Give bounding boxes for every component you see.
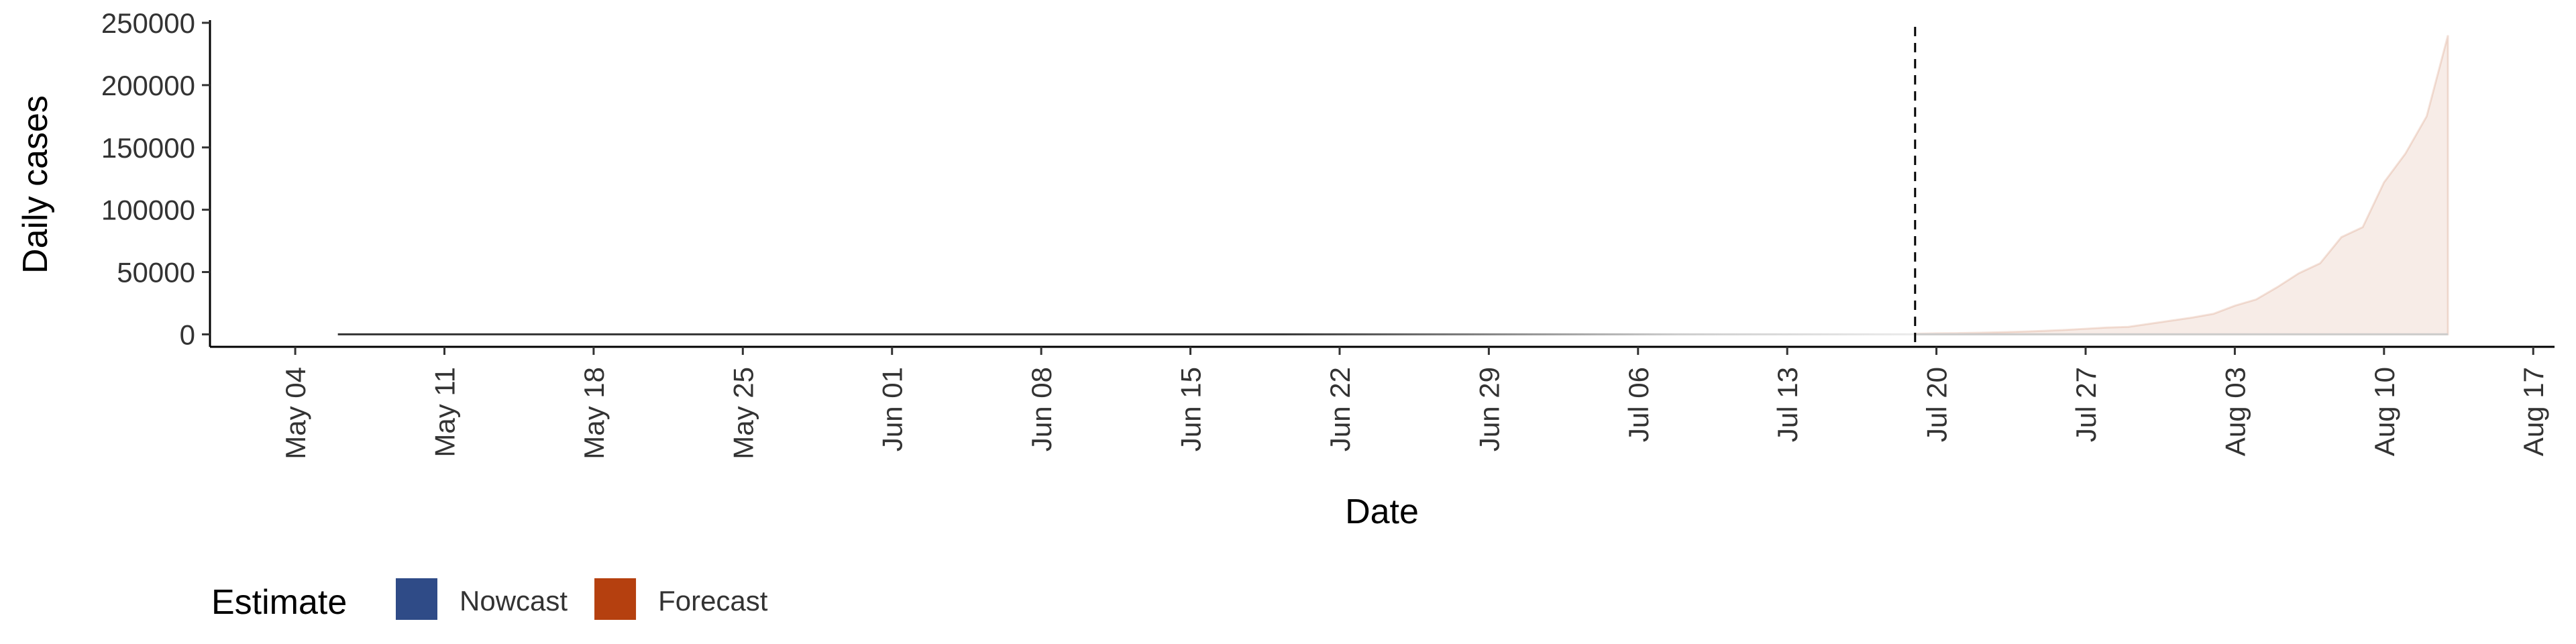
x-tick-label: May 25 <box>727 367 759 460</box>
x-tick-label: Jun 08 <box>1026 367 1057 451</box>
x-tick-label: May 04 <box>280 367 311 460</box>
x-axis-title: Date <box>1345 492 1419 531</box>
forecast-area <box>1914 35 2449 335</box>
x-tick-label: Jun 29 <box>1473 367 1505 451</box>
x-tick-label: May 18 <box>578 367 610 460</box>
x-tick-label: Jun 15 <box>1175 367 1207 451</box>
y-tick-label: 200000 <box>101 70 195 101</box>
y-tick-label: 100000 <box>101 195 195 226</box>
y-axis-title: Daily cases <box>16 95 55 274</box>
x-tick-label: Jul 06 <box>1623 367 1654 442</box>
legend-label: Nowcast <box>460 585 568 616</box>
y-tick-label: 50000 <box>117 257 195 288</box>
y-tick-label: 150000 <box>101 132 195 164</box>
y-tick-label: 250000 <box>101 7 195 39</box>
legend-label: Forecast <box>658 585 768 616</box>
x-tick-label: Jul 13 <box>1772 367 1803 442</box>
legend-swatch <box>396 578 437 620</box>
x-tick-label: Jul 27 <box>2070 367 2102 442</box>
x-tick-label: Aug 17 <box>2518 367 2549 456</box>
x-tick-label: Jun 22 <box>1324 367 1356 451</box>
x-tick-label: Jun 01 <box>877 367 908 451</box>
legend-swatch <box>594 578 637 620</box>
legend-title: Estimate <box>211 583 347 622</box>
x-tick-label: May 11 <box>429 367 461 458</box>
x-tick-label: Aug 10 <box>2369 367 2400 456</box>
y-tick-label: 0 <box>180 319 195 350</box>
x-tick-label: Aug 03 <box>2219 367 2251 456</box>
x-tick-label: Jul 20 <box>1921 367 1953 442</box>
